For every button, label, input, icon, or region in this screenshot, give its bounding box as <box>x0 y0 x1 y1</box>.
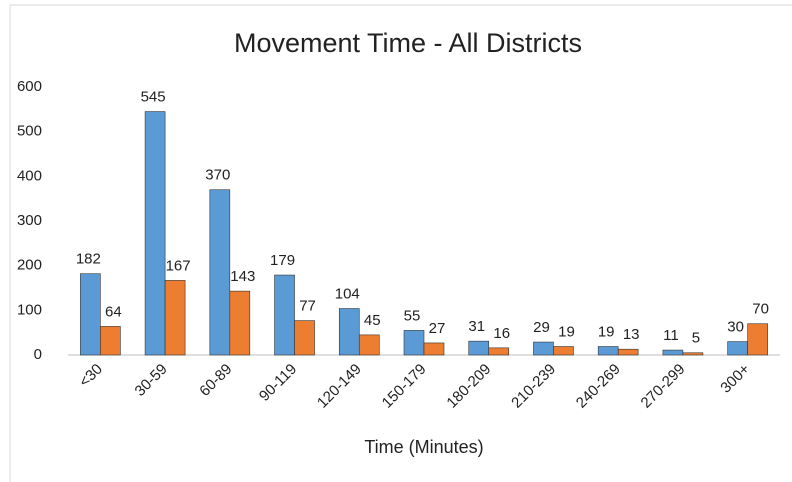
bar <box>229 290 251 356</box>
data-label: 104 <box>335 286 360 303</box>
bar <box>423 342 445 356</box>
bar <box>682 352 704 356</box>
bar <box>294 320 315 356</box>
bar <box>727 341 748 356</box>
data-label: 11 <box>663 327 679 344</box>
data-label: 31 <box>468 318 485 335</box>
data-label: 30 <box>727 319 744 336</box>
bar <box>662 349 684 356</box>
data-label: 5 <box>692 330 700 347</box>
data-label: 70 <box>752 301 769 318</box>
data-label: 27 <box>429 320 446 337</box>
data-label: 13 <box>623 326 640 343</box>
data-label: 545 <box>141 89 166 106</box>
bar <box>617 348 639 356</box>
data-label: 19 <box>598 323 615 340</box>
bar <box>209 189 231 356</box>
bar <box>80 273 101 356</box>
chart-frame <box>9 4 792 482</box>
bar <box>164 280 186 356</box>
y-tick-label: 600 <box>17 78 42 95</box>
data-label: 143 <box>230 268 255 285</box>
bar <box>403 330 425 356</box>
bar <box>274 274 295 356</box>
chart-title: Movement Time - All Districts <box>234 28 582 58</box>
bar <box>338 308 360 356</box>
bar <box>597 346 619 356</box>
data-label: 16 <box>493 325 510 342</box>
y-tick-label: 300 <box>17 212 42 229</box>
y-tick-label: 400 <box>17 167 42 184</box>
bar <box>488 347 510 356</box>
data-label: 182 <box>76 251 101 268</box>
bar <box>533 341 554 356</box>
y-tick-label: 0 <box>34 346 42 363</box>
data-label: 64 <box>105 303 122 320</box>
y-tick-label: 200 <box>17 257 42 274</box>
data-label: 77 <box>299 298 316 315</box>
data-label: 370 <box>205 167 230 184</box>
data-label: 55 <box>404 307 421 324</box>
y-tick-label: 500 <box>17 123 42 140</box>
bar <box>468 340 490 356</box>
data-label: 19 <box>558 323 575 340</box>
data-label: 29 <box>533 319 550 336</box>
data-label: 179 <box>270 252 295 269</box>
bar <box>358 334 380 356</box>
data-label: 45 <box>364 312 381 329</box>
bar <box>553 346 574 356</box>
bar <box>144 111 166 356</box>
bar <box>100 326 121 356</box>
data-label: 167 <box>166 257 191 274</box>
x-axis-label: Time (Minutes) <box>364 437 483 457</box>
y-tick-label: 100 <box>17 301 42 318</box>
bar <box>747 323 768 356</box>
